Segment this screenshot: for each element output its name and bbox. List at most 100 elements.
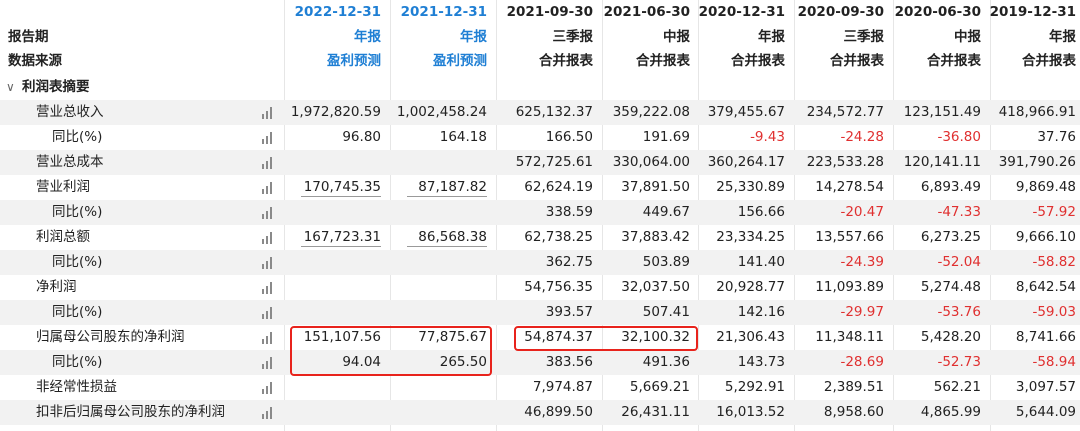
bar-chart-icon[interactable] [262, 207, 276, 219]
table-row: 利润总额 167,723.31 86,568.38 62,738.25 37,883.4… [0, 225, 1080, 250]
value-underline [301, 246, 381, 247]
section-title: 利润表摘要 [22, 79, 90, 95]
table-cell: 14,278.54 [815, 179, 884, 195]
bar-chart-icon[interactable] [262, 407, 276, 419]
row-label: 扣非后归属母公司股东的净利润 [36, 404, 225, 420]
value-underline [407, 196, 487, 197]
table-cell [285, 375, 381, 400]
period-header[interactable]: 2020-09-30 [797, 4, 884, 20]
period-header[interactable]: 2022-12-31 [294, 4, 381, 20]
table-cell [391, 275, 487, 300]
report-type-row: 报告期 年报 年报 三季报 中报 年报 三季报 中报 年报 [0, 25, 1080, 50]
table-cell [391, 375, 487, 400]
report-type: 中报 [954, 29, 981, 45]
table-cell: 143.73 [737, 354, 785, 370]
table-cell: 11,348.11 [815, 329, 884, 345]
row-label: 同比(%) [52, 304, 103, 320]
data-source: 合并报表 [539, 53, 593, 69]
table-row: 净利润 54,756.35 32,037.50 20,928.77 11,093.89 5… [0, 275, 1080, 300]
bar-chart-icon[interactable] [262, 257, 276, 269]
table-cell: -24.28 [840, 129, 884, 145]
table-cell: -58.82 [1032, 254, 1076, 270]
table-cell: 3,097.57 [1015, 379, 1076, 395]
bar-chart-icon[interactable] [262, 282, 276, 294]
table-cell: 1,002,458.24 [396, 104, 487, 120]
bar-chart-icon[interactable] [262, 132, 276, 144]
table-cell: 5,644.09 [1015, 404, 1076, 420]
table-cell: 265.50 [439, 354, 487, 370]
table-cell: 32,100.32 [621, 329, 690, 345]
bar-chart-icon[interactable] [262, 232, 276, 244]
table-row: 同比(%) 96.80 164.18 166.50 191.69 -9.43 -24.28 -… [0, 125, 1080, 150]
table-cell: 9,666.10 [1015, 229, 1076, 245]
table-cell: 166.50 [545, 129, 593, 145]
table-cell: 23,334.25 [716, 229, 785, 245]
table-cell: -58.94 [1032, 354, 1076, 370]
period-header[interactable]: 2020-12-31 [698, 4, 785, 20]
table-cell: 25,330.89 [716, 179, 785, 195]
table-cell: 7,974.87 [532, 379, 593, 395]
value-underline [407, 246, 487, 247]
table-cell: 87,187.82 [418, 179, 487, 195]
table-cell: 625,132.37 [515, 104, 593, 120]
table-cell: 11,093.89 [815, 279, 884, 295]
table-cell: 418,966.91 [998, 104, 1076, 120]
bar-chart-icon[interactable] [262, 357, 276, 369]
table-cell: 141.40 [737, 254, 785, 270]
table-cell: 120,141.11 [903, 154, 981, 170]
table-cell [285, 275, 381, 300]
table-cell: 164.18 [439, 129, 487, 145]
table-cell: -52.04 [937, 254, 981, 270]
row-label: 同比(%) [52, 204, 103, 220]
table-cell: 562.21 [933, 379, 981, 395]
bar-chart-icon[interactable] [262, 107, 276, 119]
row-label: 净利润 [36, 279, 77, 295]
report-type: 年报 [460, 29, 487, 45]
collapse-chevron-icon[interactable]: ∨ [6, 80, 15, 94]
period-header[interactable]: 2021-06-30 [603, 4, 690, 20]
table-cell [285, 150, 381, 175]
table-cell: 142.16 [737, 304, 785, 320]
table-cell: -36.80 [937, 129, 981, 145]
table-cell: 54,756.35 [524, 279, 593, 295]
period-header[interactable]: 2021-12-31 [400, 4, 487, 20]
report-type: 年报 [354, 29, 381, 45]
table-cell: 503.89 [642, 254, 690, 270]
bar-chart-icon[interactable] [262, 182, 276, 194]
table-cell [391, 400, 487, 425]
table-cell: 13,557.66 [815, 229, 884, 245]
period-header[interactable]: 2020-06-30 [894, 4, 981, 20]
bar-chart-icon[interactable] [262, 382, 276, 394]
table-cell: -52.73 [937, 354, 981, 370]
table-cell: 46,899.50 [524, 404, 593, 420]
bar-chart-icon[interactable] [262, 307, 276, 319]
section-header-row[interactable]: ∨ 利润表摘要 [0, 75, 1080, 100]
value-underline [301, 196, 381, 197]
table-cell [285, 300, 381, 325]
table-cell [391, 250, 487, 275]
table-cell: 8,958.60 [823, 404, 884, 420]
table-row: 扣非后归属母公司股东的净利润 46,899.50 26,431.11 16,013.5… [0, 400, 1080, 425]
period-header[interactable]: 2021-09-30 [506, 4, 593, 20]
bar-chart-icon[interactable] [262, 332, 276, 344]
table-cell [391, 150, 487, 175]
table-cell: 8,741.66 [1015, 329, 1076, 345]
header-row-label: 数据来源 [8, 53, 62, 69]
table-cell: 391,790.26 [998, 154, 1076, 170]
report-type: 三季报 [843, 29, 885, 45]
table-cell: 6,893.49 [920, 179, 981, 195]
bar-chart-icon[interactable] [262, 157, 276, 169]
data-source: 合并报表 [927, 53, 981, 69]
table-row: 同比(%) 94.04 265.50 383.56 491.36 143.73 -28.69… [0, 350, 1080, 375]
period-header[interactable]: 2019-12-31 [989, 4, 1076, 20]
table-cell: -53.76 [937, 304, 981, 320]
forecast-highlight-box [290, 326, 492, 376]
data-source: 合并报表 [636, 53, 690, 69]
actual-highlight-box [514, 326, 698, 351]
table-cell: 2,389.51 [823, 379, 884, 395]
table-cell: 123,151.49 [903, 104, 981, 120]
table-cell: 96.80 [342, 129, 381, 145]
report-type: 三季报 [552, 29, 594, 45]
table-cell: -59.03 [1032, 304, 1076, 320]
